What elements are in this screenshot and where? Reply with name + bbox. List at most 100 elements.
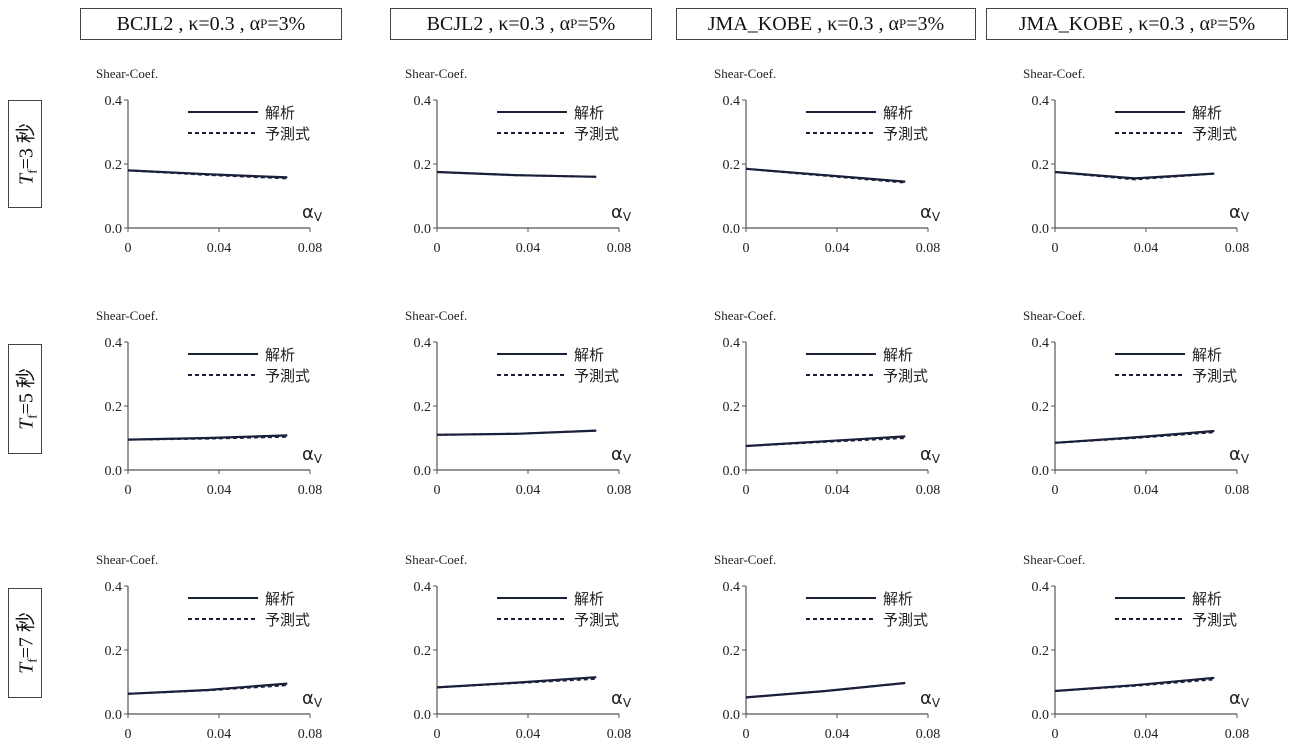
y-axis-label: Shear-Coef. (714, 552, 776, 567)
column-title-subscript: P (899, 16, 907, 31)
x-tick-label: 0 (1052, 241, 1059, 256)
y-axis-label: Shear-Coef. (1023, 552, 1085, 567)
series-line-dashed (745, 437, 906, 447)
x-tick-label: 0.04 (825, 241, 850, 256)
x-axis-label: αV (920, 444, 941, 466)
x-tick-label: 0 (125, 241, 132, 256)
column-title-text: JMA_KOBE , κ=0.3 , α (707, 12, 900, 35)
y-axis-label: Shear-Coef. (1023, 66, 1085, 81)
x-axis-label: αV (302, 444, 323, 466)
series-line-dashed (127, 169, 288, 180)
x-tick-label: 0.04 (825, 483, 850, 498)
series-line-dashed (745, 682, 906, 699)
x-tick-label: 0.08 (607, 483, 632, 498)
y-axis-label: Shear-Coef. (405, 552, 467, 567)
column-title-tail: =3% (906, 12, 945, 35)
column-title-subscript: P (1210, 16, 1218, 31)
legend-label: 解析 (574, 590, 604, 608)
series-line-dashed (1054, 678, 1215, 692)
y-tick-label: 0.2 (105, 400, 123, 415)
series-line-dashed (745, 167, 906, 184)
series-line-dashed (436, 429, 597, 436)
x-tick-label: 0.08 (298, 241, 323, 256)
x-tick-label: 0.08 (607, 241, 632, 256)
y-tick-label: 0.0 (1032, 464, 1050, 479)
y-tick-label: 0.4 (414, 94, 432, 109)
x-tick-label: 0.04 (516, 483, 541, 498)
x-tick-label: 0.08 (607, 727, 632, 742)
y-tick-label: 0.0 (1032, 708, 1050, 723)
legend-label: 予測式 (1192, 611, 1237, 629)
legend-label: 解析 (1192, 590, 1222, 608)
y-tick-label: 0.4 (723, 580, 741, 595)
series-line-dashed (436, 677, 597, 689)
y-tick-label: 0.0 (414, 222, 432, 237)
legend-label: 解析 (265, 346, 295, 364)
y-axis-label: Shear-Coef. (96, 552, 158, 567)
legend-label: 解析 (1192, 346, 1222, 364)
x-tick-label: 0.08 (1225, 727, 1250, 742)
x-tick-label: 0 (125, 483, 132, 498)
y-tick-label: 0.2 (105, 158, 123, 173)
y-tick-label: 0.0 (414, 708, 432, 723)
x-tick-label: 0.08 (298, 483, 323, 498)
x-tick-label: 0.04 (825, 727, 850, 742)
y-tick-label: 0.0 (723, 464, 741, 479)
y-tick-label: 0.4 (105, 580, 123, 595)
row-label-1: Tf=3 秒 (8, 100, 42, 208)
legend-label: 予測式 (574, 611, 619, 629)
legend-label: 予測式 (883, 611, 928, 629)
y-tick-label: 0.0 (105, 708, 123, 723)
column-title-text: JMA_KOBE , κ=0.3 , α (1018, 12, 1211, 35)
y-tick-label: 0.2 (1032, 400, 1050, 415)
legend-label: 予測式 (574, 125, 619, 143)
y-tick-label: 0.0 (723, 708, 741, 723)
x-axis-label: αV (611, 688, 632, 710)
series-line-dashed (1054, 171, 1215, 181)
y-tick-label: 0.4 (1032, 336, 1050, 351)
x-tick-label: 0.08 (916, 241, 941, 256)
legend-label: 予測式 (883, 125, 928, 143)
y-axis-label: Shear-Coef. (714, 308, 776, 323)
y-tick-label: 0.2 (105, 644, 123, 659)
x-tick-label: 0 (743, 727, 750, 742)
column-title-subscript: P (260, 16, 268, 31)
y-tick-label: 0.0 (105, 222, 123, 237)
y-tick-label: 0.4 (414, 580, 432, 595)
y-axis-label: Shear-Coef. (96, 66, 158, 81)
y-tick-label: 0.0 (105, 464, 123, 479)
x-tick-label: 0.04 (1134, 241, 1159, 256)
column-title-1: BCJL2 , κ=0.3 , α P =3% (80, 8, 342, 40)
y-axis-label: Shear-Coef. (405, 66, 467, 81)
x-tick-label: 0.04 (207, 727, 232, 742)
y-tick-label: 0.2 (1032, 644, 1050, 659)
y-tick-label: 0.0 (414, 464, 432, 479)
y-tick-label: 0.0 (723, 222, 741, 237)
series-line-dashed (436, 171, 597, 178)
legend-label: 予測式 (883, 367, 928, 385)
column-title-tail: =3% (267, 12, 306, 35)
legend-label: 解析 (574, 104, 604, 122)
row-label-3: Tf=7 秒 (8, 588, 42, 698)
legend-label: 予測式 (265, 367, 310, 385)
x-tick-label: 0.08 (916, 483, 941, 498)
y-tick-label: 0.2 (414, 400, 432, 415)
x-tick-label: 0.04 (516, 241, 541, 256)
legend-label: 解析 (883, 104, 913, 122)
y-tick-label: 0.4 (723, 94, 741, 109)
x-tick-label: 0.04 (1134, 727, 1159, 742)
x-tick-label: 0 (125, 727, 132, 742)
legend-label: 解析 (883, 590, 913, 608)
x-tick-label: 0 (434, 241, 441, 256)
y-axis-label: Shear-Coef. (405, 308, 467, 323)
y-tick-label: 0.2 (723, 400, 741, 415)
x-tick-label: 0.04 (207, 241, 232, 256)
